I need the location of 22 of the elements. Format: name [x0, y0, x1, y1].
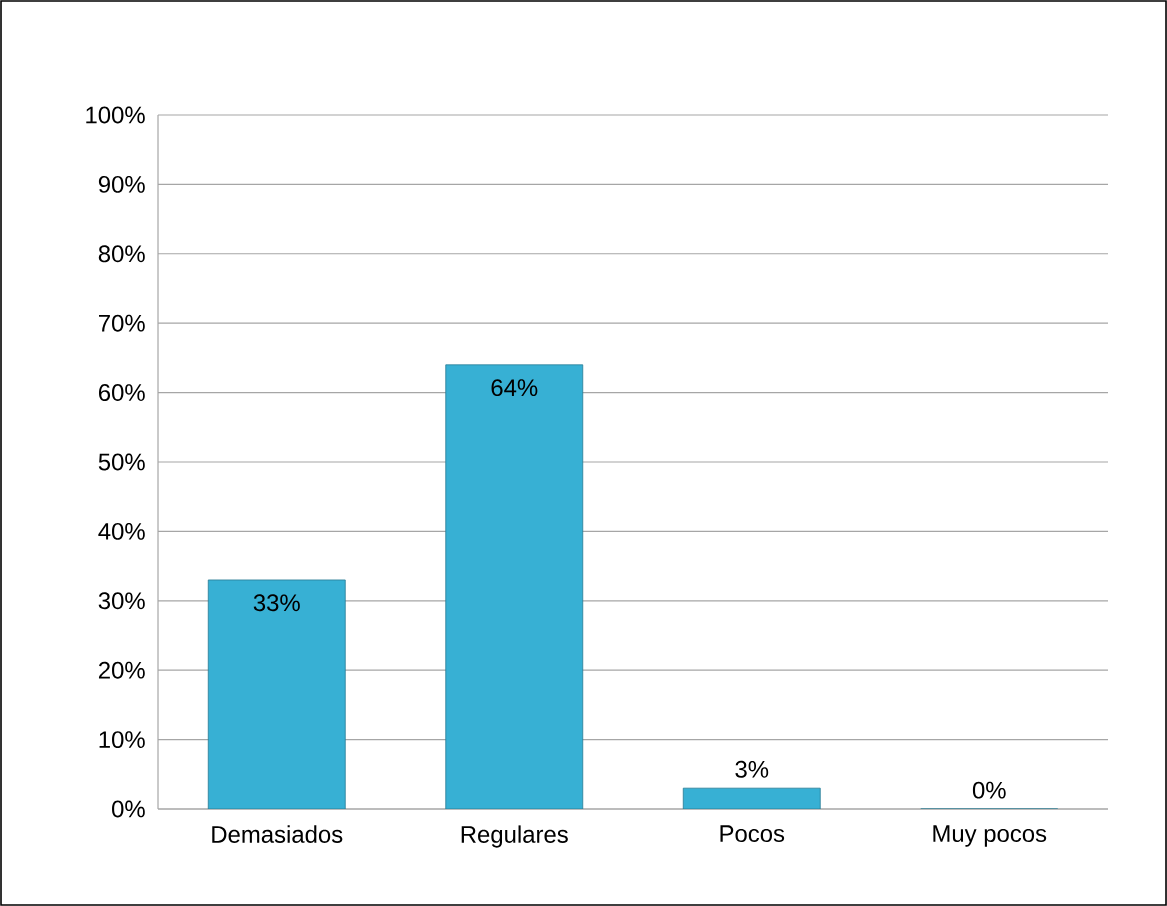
bar — [445, 364, 584, 809]
x-tick-label: Regulares — [461, 825, 568, 848]
y-tick-label: 40% — [98, 522, 145, 540]
y-tick-label: 70% — [99, 314, 145, 332]
y-tick-label: 80% — [98, 245, 145, 263]
y-tick-label: 100% — [86, 106, 145, 124]
y-tick-label: 0% — [112, 800, 145, 818]
x-tick-label: Muy pocos — [933, 825, 1047, 847]
y-tick-label: 50% — [98, 453, 145, 471]
x-tick-label: Pocos — [720, 825, 785, 843]
data-label: 64% — [491, 379, 538, 397]
x-tick-label: Demasiados — [212, 825, 343, 843]
bar — [682, 787, 821, 809]
y-tick-label: 90% — [98, 175, 145, 193]
bar — [208, 579, 346, 809]
data-label: 3% — [735, 760, 769, 778]
y-tick-label: 20% — [98, 661, 145, 679]
y-tick-label: 30% — [98, 592, 145, 610]
y-tick-label: 60% — [99, 384, 145, 402]
y-tick-label: 10% — [99, 731, 145, 749]
data-label: 33% — [253, 594, 300, 612]
data-label: 0% — [972, 781, 1006, 799]
